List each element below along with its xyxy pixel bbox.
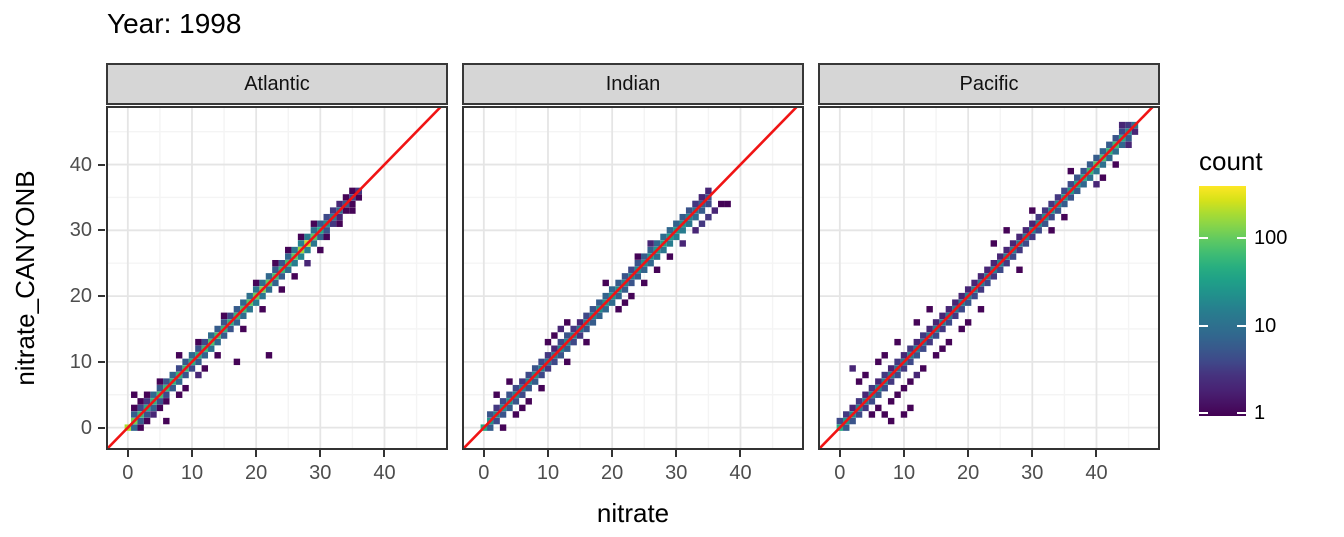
y-tick-mark — [98, 229, 105, 232]
facet-plot-svg-atlantic — [105, 105, 448, 451]
facet-panel-indian — [461, 105, 804, 451]
x-tick-label: 30 — [1021, 462, 1044, 484]
legend-tick-mark — [1199, 412, 1208, 415]
facet-plot-svg-indian — [461, 105, 804, 451]
x-tick-mark — [838, 450, 841, 457]
legend-tick-label: 10 — [1254, 314, 1277, 337]
x-tick-mark — [1095, 450, 1098, 457]
panel-border — [818, 106, 1160, 450]
x-tick-label: 40 — [729, 462, 752, 484]
x-tick-label: 0 — [478, 462, 490, 484]
x-tick-mark — [611, 450, 614, 457]
x-tick-label: 20 — [245, 462, 268, 484]
facet-plot-svg-pacific — [817, 105, 1160, 451]
x-tick-mark — [126, 450, 129, 457]
x-tick-mark — [675, 450, 678, 457]
x-tick-label: 0 — [834, 462, 846, 484]
x-tick-label: 20 — [957, 462, 980, 484]
y-tick-mark — [98, 426, 105, 429]
x-tick-label: 0 — [122, 462, 134, 484]
legend-title: count — [1199, 146, 1263, 176]
y-tick-label: 40 — [69, 153, 92, 176]
y-tick-mark — [98, 360, 105, 363]
x-tick-mark — [255, 450, 258, 457]
grid-minor — [106, 106, 448, 450]
grid-major — [106, 106, 448, 450]
x-tick-mark — [546, 450, 549, 457]
identity-line — [461, 105, 799, 451]
panel-border — [462, 106, 804, 450]
y-tick-mark — [98, 163, 105, 166]
x-tick-mark — [319, 450, 322, 457]
x-tick-mark — [482, 450, 485, 457]
y-tick-label: 0 — [80, 416, 92, 439]
legend-colorbar — [1199, 186, 1246, 416]
legend-tick-mark — [1199, 324, 1208, 327]
y-tick-label: 30 — [69, 219, 92, 242]
x-tick-mark — [190, 450, 193, 457]
x-tick-label: 40 — [373, 462, 396, 484]
x-tick-mark — [383, 450, 386, 457]
facet-strip-label: Indian — [605, 72, 661, 95]
facet-strip-label: Pacific — [959, 72, 1019, 95]
grid-major — [818, 106, 1160, 450]
x-tick-label: 10 — [892, 462, 916, 484]
legend-tick-label: 1 — [1254, 402, 1266, 425]
legend-tick-mark — [1237, 237, 1246, 240]
facet-panel-pacific — [817, 105, 1160, 451]
legend-tick-mark — [1237, 324, 1246, 327]
x-axis-title: nitrate — [596, 498, 670, 528]
legend-tick-mark — [1199, 237, 1208, 240]
identity-line — [105, 105, 443, 451]
plot-title: Year: 1998 — [107, 8, 242, 39]
facet-strip-indian: Indian — [462, 63, 804, 105]
x-tick-mark — [967, 450, 970, 457]
x-tick-label: 10 — [180, 462, 204, 484]
y-tick-label: 10 — [69, 350, 92, 373]
y-tick-label: 20 — [69, 285, 92, 308]
facet-strip-pacific: Pacific — [818, 63, 1160, 105]
facet-strip-label: Atlantic — [244, 72, 310, 95]
facet-panel-atlantic — [105, 105, 448, 451]
x-tick-mark — [739, 450, 742, 457]
y-axis-title: nitrate_CANYONB — [10, 170, 40, 386]
legend-tick-mark — [1237, 412, 1246, 415]
identity-line — [817, 105, 1155, 451]
legend-tick-label: 100 — [1254, 227, 1288, 250]
x-tick-label: 30 — [309, 462, 332, 484]
facet-strip-atlantic: Atlantic — [106, 63, 448, 105]
x-tick-label: 10 — [536, 462, 560, 484]
panel-border — [106, 106, 448, 450]
x-tick-mark — [902, 450, 905, 457]
x-tick-label: 40 — [1085, 462, 1108, 484]
x-tick-mark — [1031, 450, 1034, 457]
y-tick-mark — [98, 295, 105, 298]
x-tick-label: 30 — [665, 462, 688, 484]
x-tick-label: 20 — [601, 462, 624, 484]
